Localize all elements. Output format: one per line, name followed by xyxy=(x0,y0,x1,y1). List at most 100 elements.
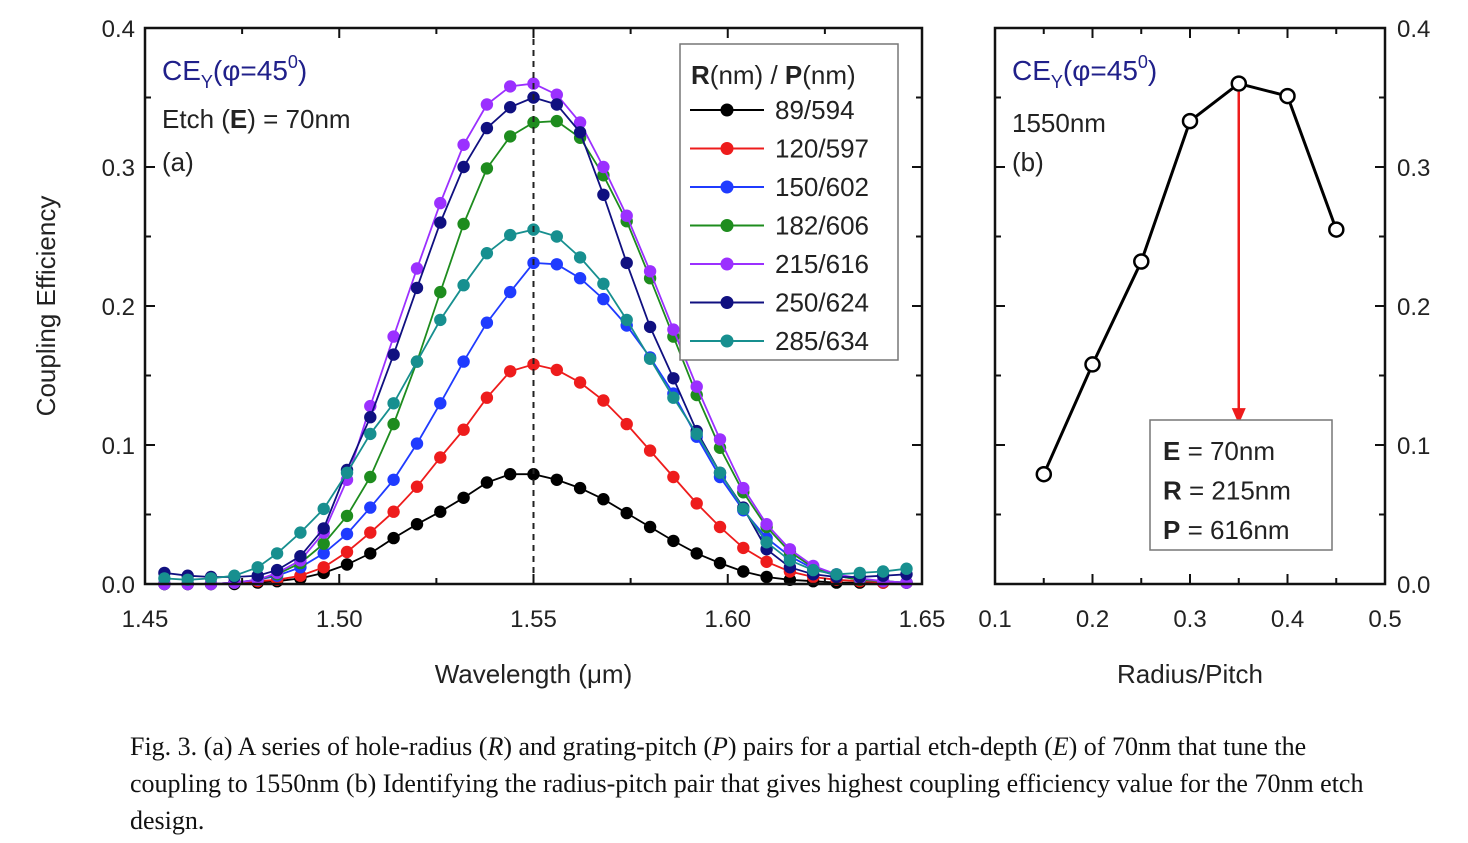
y-tick-label: 0.1 xyxy=(1397,433,1430,460)
data-point xyxy=(457,355,470,368)
panel-b-label: (b) xyxy=(1012,147,1044,177)
data-point xyxy=(387,330,400,343)
data-point xyxy=(690,497,703,510)
x-tick-label: 0.5 xyxy=(1368,606,1401,633)
panel-b: 0.1 0.2 0.3 0.4 0.5 0.0 0.1 0.2 0.3 0.4 Radius/Pit… xyxy=(978,16,1430,689)
data-point xyxy=(504,285,517,299)
data-point xyxy=(1328,221,1345,238)
data-point xyxy=(457,423,470,436)
peak-arrow xyxy=(1231,91,1246,425)
panel-a-axes: 1.45 1.50 1.55 1.60 1.65 0.0 0.1 0.2 0.3 0.4 Wavel… xyxy=(31,16,945,689)
panel-a: 1.45 1.50 1.55 1.60 1.65 0.0 0.1 0.2 0.3 0.4 Wavel… xyxy=(31,16,945,689)
data-point xyxy=(480,121,494,135)
series-line xyxy=(1042,81,1338,475)
data-point xyxy=(504,365,517,378)
y-tick-label: 0.2 xyxy=(102,294,135,321)
data-point xyxy=(876,565,890,578)
data-point xyxy=(480,98,494,111)
data-point xyxy=(713,556,727,570)
legend-label: 285/634 xyxy=(775,326,869,356)
data-point xyxy=(737,565,750,578)
data-point xyxy=(204,572,218,585)
legend-marker xyxy=(720,257,734,271)
data-point xyxy=(643,352,657,365)
data-point xyxy=(807,563,820,577)
y-tick-label: 0.0 xyxy=(102,572,135,599)
data-point xyxy=(340,527,354,541)
data-point xyxy=(364,501,377,514)
data-point xyxy=(434,216,447,229)
data-point xyxy=(620,256,633,270)
data-point xyxy=(643,520,657,534)
data-point xyxy=(737,481,750,495)
data-point xyxy=(504,228,517,242)
y-tick-label: 0.1 xyxy=(102,433,135,460)
legend-marker xyxy=(720,142,734,155)
data-point xyxy=(504,101,517,114)
data-point xyxy=(550,88,563,101)
x-tick-label: 0.3 xyxy=(1173,606,1206,633)
data-point xyxy=(713,520,727,534)
data-point xyxy=(597,394,610,407)
data-point xyxy=(340,466,354,479)
legend-label: 150/602 xyxy=(775,172,869,202)
data-point xyxy=(410,480,424,493)
data-point xyxy=(667,323,680,336)
legend-item: 150/602 xyxy=(690,172,869,202)
data-point xyxy=(251,561,264,574)
data-point xyxy=(410,437,424,450)
data-point xyxy=(550,98,563,111)
data-point xyxy=(597,493,610,506)
annotation-line: P = 616nm xyxy=(1163,515,1289,545)
data-point xyxy=(364,470,377,484)
data-point xyxy=(573,251,587,264)
x-tick-label: 1.45 xyxy=(122,606,169,633)
legend-box xyxy=(679,43,899,361)
data-point xyxy=(317,522,330,535)
legend-label: 120/597 xyxy=(775,134,869,164)
y-tick-label: 0.2 xyxy=(1397,294,1430,321)
data-point xyxy=(1035,465,1053,483)
annotation-box xyxy=(1149,419,1333,551)
x-axis-label: Wavelength (μm) xyxy=(435,659,633,689)
data-point xyxy=(690,547,703,560)
panel-b-series xyxy=(1035,75,1345,483)
data-point xyxy=(597,160,610,174)
data-point xyxy=(550,230,563,243)
data-point xyxy=(550,114,563,128)
data-point xyxy=(340,558,354,571)
data-point xyxy=(643,320,657,334)
data-point xyxy=(760,570,773,584)
data-point xyxy=(737,502,750,516)
data-point xyxy=(387,531,400,545)
data-point xyxy=(760,536,773,549)
legend-label: 215/616 xyxy=(775,249,869,279)
data-point xyxy=(527,468,540,481)
data-point xyxy=(667,470,680,484)
data-point xyxy=(158,572,171,585)
y-tick-label: 0.3 xyxy=(102,155,135,182)
data-point xyxy=(853,566,866,580)
y-tick-label: 0.4 xyxy=(1397,16,1430,43)
data-point xyxy=(737,541,750,555)
data-point xyxy=(364,427,377,441)
data-point xyxy=(457,279,470,292)
data-point xyxy=(690,427,703,441)
data-point xyxy=(317,537,330,550)
data-point xyxy=(434,285,447,299)
data-point xyxy=(480,316,494,329)
legend-title: R(nm) / P(nm) xyxy=(691,60,856,90)
y-tick-label: 0.4 xyxy=(102,16,135,43)
data-point xyxy=(457,491,470,504)
data-point xyxy=(364,411,377,424)
data-point xyxy=(620,506,633,520)
legend-label: 182/606 xyxy=(775,211,869,241)
legend-label: 250/624 xyxy=(775,288,869,318)
data-point xyxy=(340,545,354,559)
x-axis-label: Radius/Pitch xyxy=(1117,659,1263,689)
panel-b-title: CEY(φ=450) xyxy=(1012,52,1157,92)
data-point xyxy=(597,292,610,306)
data-point xyxy=(620,417,633,431)
data-point xyxy=(830,568,843,581)
